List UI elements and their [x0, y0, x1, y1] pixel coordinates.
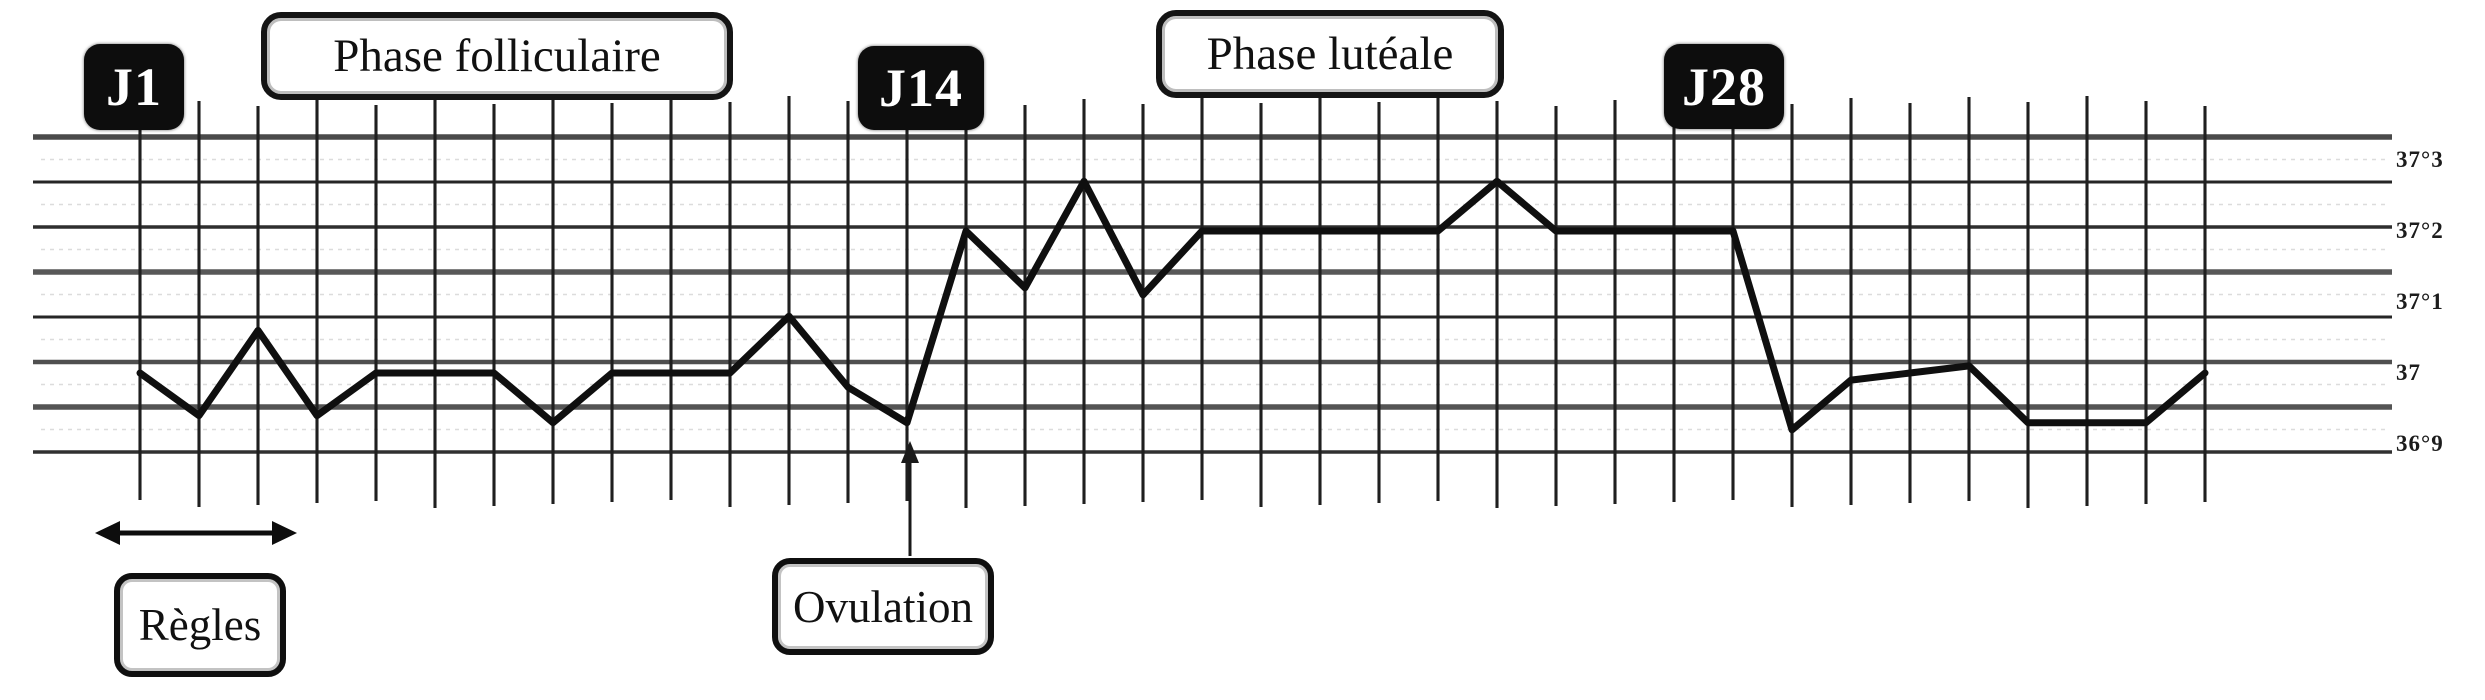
- grid-vertical-lines: [138, 96, 2207, 508]
- day-badge-j14: J14: [858, 46, 984, 130]
- phase-folliculaire-box: Phase folliculaire: [261, 12, 733, 100]
- phase-luteale-box: Phase lutéale: [1156, 10, 1504, 98]
- grid-horizontal-lines: [33, 134, 2392, 454]
- day-badge-j1: J1: [84, 44, 184, 130]
- regles-label-box: Règles: [114, 573, 286, 677]
- y-axis-label: 36°9: [2396, 431, 2444, 456]
- y-axis-label: 37°3: [2396, 147, 2444, 172]
- day-badge-j28: J28: [1664, 44, 1784, 129]
- y-axis-label: 37°1: [2396, 289, 2444, 314]
- ovulation-arrow: [901, 441, 919, 556]
- regles-range-arrow: [95, 521, 297, 545]
- grid-faint-lines: [41, 158, 2386, 431]
- y-axis-label: 37: [2396, 360, 2421, 385]
- ovulation-label-box: Ovulation: [772, 558, 994, 655]
- y-axis-label: 37°2: [2396, 218, 2444, 243]
- temperature-curve: [136, 177, 2209, 434]
